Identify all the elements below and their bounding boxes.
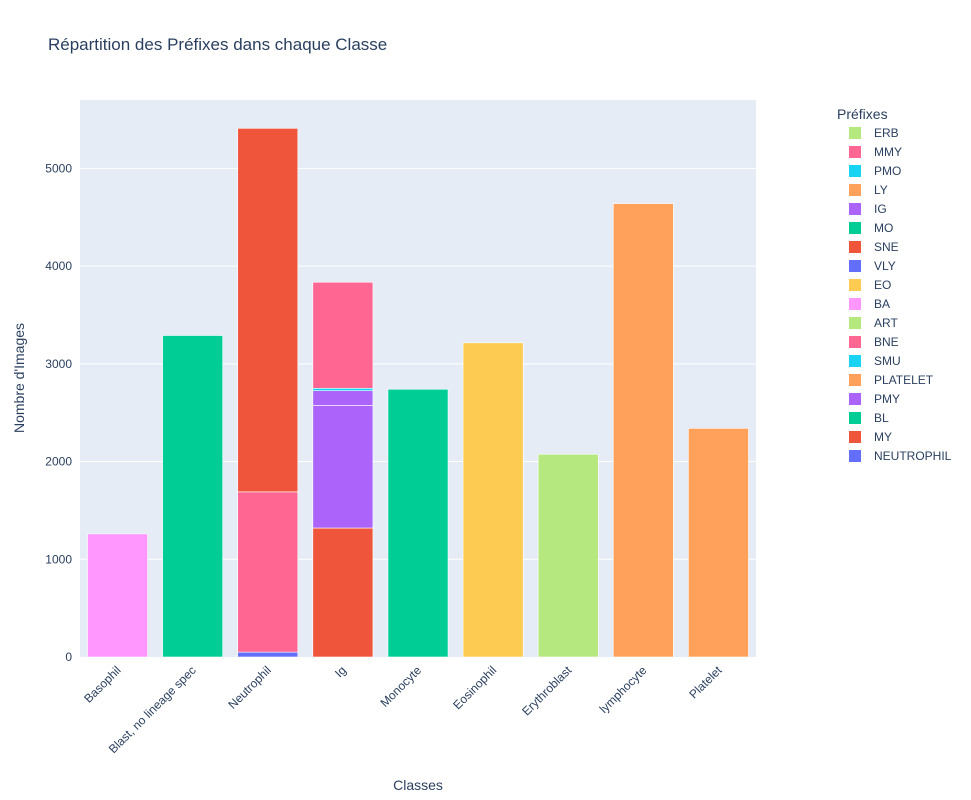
legend-swatch-bl: [849, 412, 861, 424]
legend-label-eo: EO: [874, 278, 891, 292]
legend-swatch-pmy: [849, 393, 861, 405]
legend-label-my: MY: [874, 430, 892, 444]
legend-label-erb: ERB: [874, 126, 899, 140]
bars: [87, 128, 749, 658]
legend-swatch-bne: [849, 336, 861, 348]
legend-swatch-ly: [849, 184, 861, 196]
legend-label-mo: MO: [874, 221, 893, 235]
legend-swatch-platelet: [849, 374, 861, 386]
legend-swatch-neutrophil: [849, 450, 861, 462]
bar-pmo-3: [312, 387, 374, 392]
chart-title: Répartition des Préfixes dans chaque Cla…: [48, 35, 387, 54]
legend-label-ba: BA: [874, 297, 890, 311]
y-tick-label: 3000: [45, 357, 72, 371]
bar-ig-3: [312, 390, 374, 406]
x-axis-title: Classes: [393, 777, 443, 793]
bar-sne-2: [237, 128, 299, 493]
y-tick-label: 2000: [45, 455, 72, 469]
legend-label-neutrophil: NEUTROPHIL: [874, 449, 952, 463]
legend-title: Préfixes: [837, 106, 888, 122]
legend-swatch-mo: [849, 222, 861, 234]
legend-swatch-eo: [849, 279, 861, 291]
legend-label-ly: LY: [874, 183, 888, 197]
legend: Préfixes ERB MMY PMO LY IG MO SNE VLY EO BA ART BNE…: [837, 106, 952, 463]
bar-neutrophil-2: [237, 651, 299, 658]
y-tick-label: 1000: [45, 552, 72, 566]
legend-swatch-smu: [849, 355, 861, 367]
legend-label-ig: IG: [874, 202, 887, 216]
y-tick-label: 0: [65, 650, 72, 664]
legend-label-bne: BNE: [874, 335, 899, 349]
bar-erb-6: [537, 453, 599, 658]
legend-swatch-art: [849, 317, 861, 329]
legend-swatch-mmy: [849, 146, 861, 158]
legend-label-mmy: MMY: [874, 145, 902, 159]
y-axis-ticks: 0 1000 2000 3000 4000 5000: [45, 161, 72, 664]
x-tick-label: Ig: [332, 663, 349, 680]
legend-label-pmy: PMY: [874, 392, 900, 406]
legend-label-sne: SNE: [874, 240, 899, 254]
bar-bl-1: [162, 335, 224, 658]
bar-platelet-8: [688, 428, 749, 658]
legend-label-platelet: PLATELET: [874, 373, 934, 387]
legend-swatch-erb: [849, 127, 861, 139]
x-tick-label: Platelet: [686, 663, 725, 702]
bar-ba-0: [87, 533, 148, 658]
legend-swatch-vly: [849, 260, 861, 272]
x-tick-label: Monocyte: [377, 663, 424, 710]
y-tick-label: 5000: [45, 161, 72, 175]
x-tick-label: Neutrophil: [225, 663, 274, 712]
bar-mo-4: [387, 388, 449, 658]
bar-my-3: [312, 527, 374, 658]
bar-mmy-3: [312, 281, 374, 389]
x-tick-label: Eosinophil: [450, 663, 499, 712]
legend-label-bl: BL: [874, 411, 889, 425]
legend-swatch-pmo: [849, 165, 861, 177]
legend-swatch-sne: [849, 241, 861, 253]
x-tick-label: lymphocyte: [597, 663, 650, 716]
x-tick-label: Erythroblast: [519, 663, 575, 719]
bar-ly-7: [612, 203, 674, 658]
y-axis-title: Nombre d'Images: [11, 323, 27, 433]
bar-eo-5: [462, 342, 524, 658]
bar-pmy-3: [312, 405, 374, 529]
y-tick-label: 4000: [45, 259, 72, 273]
x-tick-label: Blast, no lineage spec: [106, 663, 199, 756]
bar-bne-2: [237, 491, 299, 653]
legend-swatch-my: [849, 431, 861, 443]
legend-label-art: ART: [874, 316, 898, 330]
legend-label-smu: SMU: [874, 354, 901, 368]
legend-swatch-ig: [849, 203, 861, 215]
legend-label-pmo: PMO: [874, 164, 901, 178]
x-tick-label: Basophil: [81, 663, 123, 705]
legend-swatch-ba: [849, 298, 861, 310]
legend-label-vly: VLY: [874, 259, 896, 273]
